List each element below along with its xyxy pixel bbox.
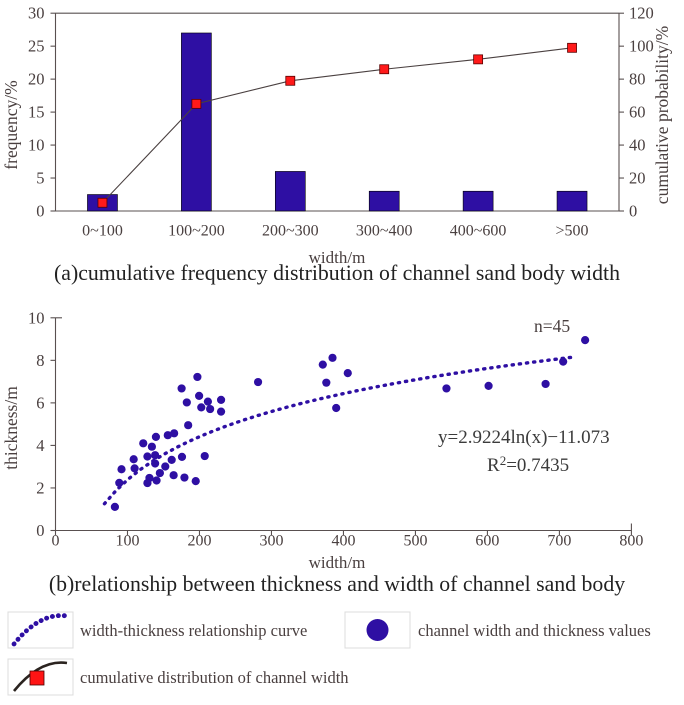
svg-text:0: 0 [52, 533, 60, 550]
svg-text:y=2.9224ln(x)−11.073: y=2.9224ln(x)−11.073 [438, 427, 610, 448]
svg-text:cumulative probability/%: cumulative probability/% [652, 26, 672, 204]
svg-text:700: 700 [547, 533, 571, 550]
svg-text:20: 20 [28, 70, 45, 89]
svg-text:2: 2 [36, 478, 44, 497]
svg-text:10: 10 [28, 136, 45, 155]
svg-text:5: 5 [36, 169, 44, 188]
svg-text:6: 6 [36, 393, 44, 412]
svg-text:4: 4 [36, 436, 44, 455]
svg-text:0: 0 [36, 521, 44, 540]
svg-text:25: 25 [28, 37, 45, 56]
svg-text:500: 500 [403, 533, 427, 550]
svg-text:60: 60 [629, 103, 646, 122]
svg-text:8: 8 [36, 351, 44, 370]
svg-text:n=45: n=45 [534, 316, 570, 336]
svg-text:800: 800 [619, 533, 643, 550]
svg-text:30: 30 [28, 4, 45, 23]
svg-text:400~600: 400~600 [450, 223, 507, 240]
svg-text:80: 80 [629, 70, 646, 89]
svg-text:600: 600 [475, 533, 499, 550]
svg-text:300: 300 [259, 533, 283, 550]
svg-text:(b)relationship between thickn: (b)relationship between thickness and wi… [49, 572, 625, 596]
svg-text:20: 20 [629, 169, 646, 188]
svg-text:120: 120 [629, 4, 654, 23]
svg-text:200~300: 200~300 [262, 223, 319, 240]
svg-text:0: 0 [36, 202, 44, 221]
svg-text:15: 15 [28, 103, 45, 122]
svg-text:>500: >500 [555, 223, 588, 240]
svg-text:100~200: 100~200 [168, 223, 225, 240]
svg-text:width/m: width/m [309, 553, 366, 572]
svg-text:R2=0.7435: R2=0.7435 [487, 453, 569, 476]
svg-text:100: 100 [115, 533, 139, 550]
svg-text:10: 10 [28, 308, 45, 327]
svg-text:thickness/m: thickness/m [1, 386, 21, 470]
svg-text:channel width and thickness va: channel width and thickness values [418, 621, 651, 640]
svg-text:300~400: 300~400 [356, 223, 413, 240]
svg-text:(a)cumulative frequency distri: (a)cumulative frequency distribution of … [54, 261, 620, 285]
svg-text:100: 100 [629, 37, 654, 56]
svg-text:200: 200 [187, 533, 211, 550]
svg-text:400: 400 [331, 533, 355, 550]
svg-text:width-thickness relationship c: width-thickness relationship curve [80, 621, 307, 640]
svg-text:0~100: 0~100 [82, 223, 123, 240]
svg-text:0: 0 [629, 202, 637, 221]
svg-text:frequency/%: frequency/% [1, 80, 21, 169]
svg-text:40: 40 [629, 136, 646, 155]
svg-text:cumulative distribution of cha: cumulative distribution of channel width [80, 668, 349, 687]
